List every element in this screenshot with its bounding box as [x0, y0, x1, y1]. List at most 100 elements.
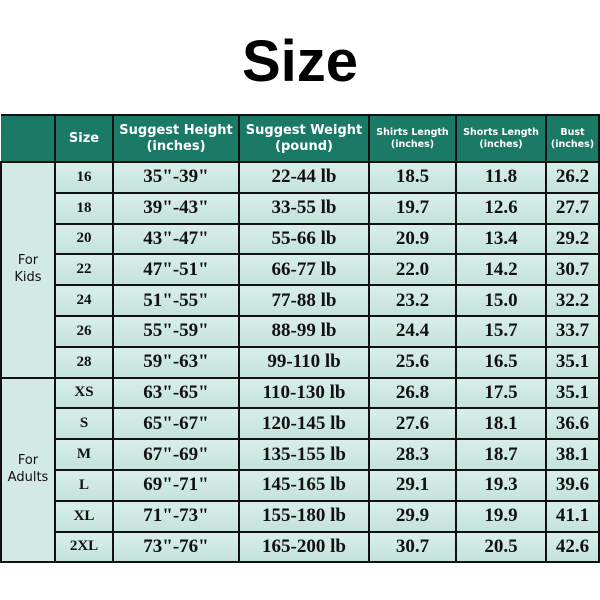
cell-shirts-length: 27.6 [368, 407, 457, 441]
cell-size: XL [54, 499, 114, 533]
header-corner [1, 114, 56, 163]
cell-bust: 26.2 [545, 161, 600, 194]
cell-size: 28 [54, 345, 114, 379]
cell-weight: 120-145 lb [238, 407, 370, 441]
cell-weight: 110-130 lb [238, 376, 370, 410]
table-row: 2XL 73"-76" 165-200 lb 30.7 20.5 42.6 [1, 530, 600, 564]
size-chart-table: Size Suggest Height (inches) Suggest Weig… [0, 114, 600, 564]
cell-height: 43"-47" [112, 222, 240, 256]
table-row: 28 59"-63" 99-110 lb 25.6 16.5 35.1 [1, 345, 600, 379]
cell-height: 39"-43" [112, 191, 240, 225]
cell-bust: 39.6 [545, 468, 600, 502]
table-row: S 65"-67" 120-145 lb 27.6 18.1 36.6 [1, 407, 600, 441]
cell-weight: 155-180 lb [238, 499, 370, 533]
cell-height: 63"-65" [112, 376, 240, 410]
cell-height: 67"-69" [112, 438, 240, 471]
group-label: For Kids [0, 161, 56, 379]
table-row: 24 51"-55" 77-88 lb 23.2 15.0 32.2 [1, 284, 600, 317]
header-row: Size Suggest Height (inches) Suggest Weig… [1, 114, 600, 163]
cell-size: 22 [54, 253, 114, 287]
cell-size: 20 [54, 222, 114, 256]
cell-bust: 33.7 [545, 314, 600, 348]
cell-bust: 41.1 [545, 499, 600, 533]
cell-weight: 66-77 lb [238, 253, 370, 287]
cell-weight: 88-99 lb [238, 314, 370, 348]
cell-size: 18 [54, 191, 114, 225]
cell-height: 55"-59" [112, 314, 240, 348]
group-label: For Adults [0, 376, 56, 564]
cell-size: L [54, 468, 114, 502]
chart-title: Size [241, 29, 359, 94]
cell-shorts-length: 12.6 [455, 191, 547, 225]
cell-shorts-length: 18.7 [455, 438, 547, 471]
table-row: 18 39"-43" 33-55 lb 19.7 12.6 27.7 [1, 191, 600, 225]
cell-shirts-length: 23.2 [368, 284, 457, 317]
cell-shirts-length: 26.8 [368, 376, 457, 410]
cell-weight: 55-66 lb [238, 222, 370, 256]
cell-size: 16 [54, 161, 114, 194]
cell-shirts-length: 28.3 [368, 438, 457, 471]
cell-size: 26 [54, 314, 114, 348]
cell-shorts-length: 19.9 [455, 499, 547, 533]
table-row: L 69"-71" 145-165 lb 29.1 19.3 39.6 [1, 468, 600, 502]
cell-size: 2XL [54, 530, 114, 564]
cell-shorts-length: 13.4 [455, 222, 547, 256]
cell-height: 65"-67" [112, 407, 240, 441]
cell-bust: 35.1 [545, 376, 600, 410]
cell-size: XS [54, 376, 114, 410]
cell-height: 71"-73" [112, 499, 240, 533]
header-bust: Bust (inches) [545, 114, 600, 163]
cell-shirts-length: 29.9 [368, 499, 457, 533]
cell-weight: 33-55 lb [238, 191, 370, 225]
cell-shorts-length: 11.8 [455, 161, 547, 194]
cell-shirts-length: 19.7 [368, 191, 457, 225]
cell-bust: 30.7 [545, 253, 600, 287]
cell-bust: 35.1 [545, 345, 600, 379]
table-row: XL 71"-73" 155-180 lb 29.9 19.9 41.1 [1, 499, 600, 533]
cell-weight: 135-155 lb [238, 438, 370, 471]
table-row: For Kids 16 35"-39" 22-44 lb 18.5 11.8 26.2 [0, 161, 600, 379]
cell-weight: 99-110 lb [238, 345, 370, 379]
cell-shorts-length: 15.0 [455, 284, 547, 317]
cell-shirts-length: 22.0 [368, 253, 457, 287]
cell-bust: 29.2 [545, 222, 600, 256]
table-row: 20 43"-47" 55-66 lb 20.9 13.4 29.2 [1, 222, 600, 256]
cell-bust: 32.2 [545, 284, 600, 317]
cell-shirts-length: 25.6 [368, 345, 457, 379]
header-shirts-length: Shirts Length (inches) [368, 114, 457, 163]
header-height: Suggest Height (inches) [112, 114, 240, 163]
cell-bust: 38.1 [545, 438, 600, 471]
table-row: M 67"-69" 135-155 lb 28.3 18.7 38.1 [1, 438, 600, 471]
header-size: Size [54, 114, 114, 163]
cell-weight: 145-165 lb [238, 468, 370, 502]
cell-shorts-length: 14.2 [455, 253, 547, 287]
table-row: 22 47"-51" 66-77 lb 22.0 14.2 30.7 [1, 253, 600, 287]
cell-shorts-length: 17.5 [455, 376, 547, 410]
cell-weight: 22-44 lb [238, 161, 370, 194]
cell-height: 73"-76" [112, 530, 240, 564]
cell-size: S [54, 407, 114, 441]
cell-shorts-length: 15.7 [455, 314, 547, 348]
cell-weight: 165-200 lb [238, 530, 370, 564]
cell-size: M [54, 438, 114, 471]
cell-shorts-length: 18.1 [455, 407, 547, 441]
cell-height: 69"-71" [112, 468, 240, 502]
cell-shirts-length: 18.5 [368, 161, 457, 194]
cell-shirts-length: 24.4 [368, 314, 457, 348]
cell-shirts-length: 30.7 [368, 530, 457, 564]
header-shorts-length: Shorts Length (inches) [455, 114, 547, 163]
header-weight: Suggest Weight (pound) [238, 114, 370, 163]
cell-height: 47"-51" [112, 253, 240, 287]
cell-height: 35"-39" [112, 161, 240, 194]
cell-bust: 27.7 [545, 191, 600, 225]
cell-bust: 42.6 [545, 530, 600, 564]
cell-height: 51"-55" [112, 284, 240, 317]
table-row: For Adults XS 63"-65" 110-130 lb 26.8 17.5 35.1 [0, 376, 600, 564]
cell-shirts-length: 29.1 [368, 468, 457, 502]
cell-size: 24 [54, 284, 114, 317]
cell-shorts-length: 19.3 [455, 468, 547, 502]
cell-height: 59"-63" [112, 345, 240, 379]
cell-bust: 36.6 [545, 407, 600, 441]
cell-shirts-length: 20.9 [368, 222, 457, 256]
table-row: 26 55"-59" 88-99 lb 24.4 15.7 33.7 [1, 314, 600, 348]
